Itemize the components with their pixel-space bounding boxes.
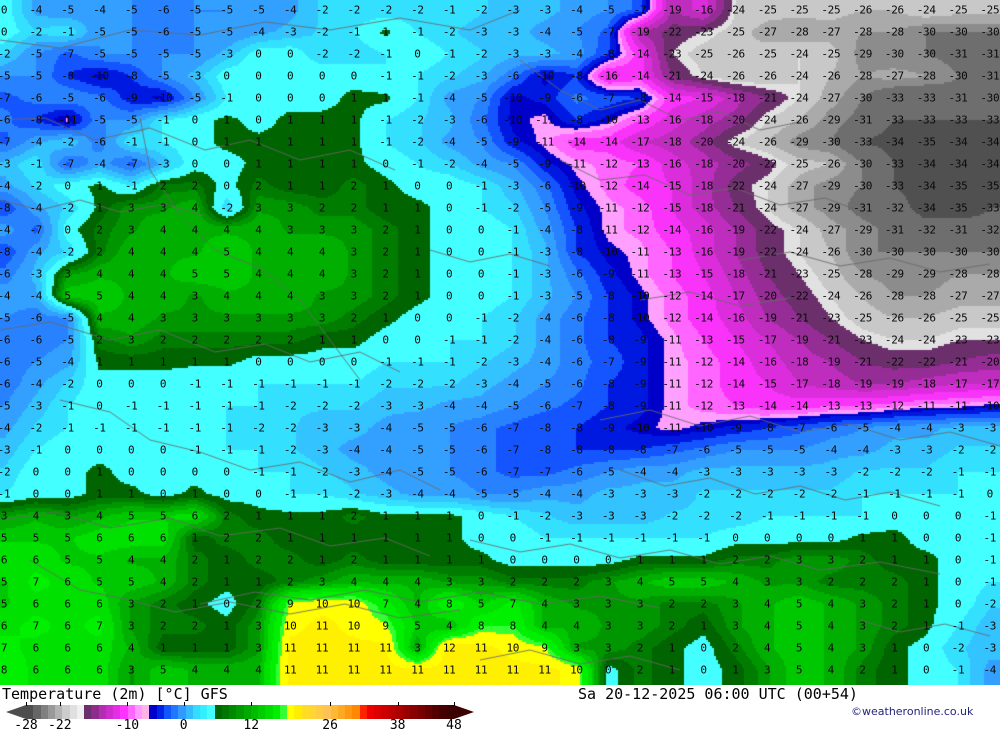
colorbar-swatch — [403, 705, 411, 719]
colorbar-swatch — [113, 705, 121, 719]
colorbar-swatch — [236, 705, 244, 719]
colorbar-swatch — [98, 705, 106, 719]
colorbar-swatch — [381, 705, 389, 719]
colorbar-swatch — [33, 705, 41, 719]
colorbar-swatch — [40, 705, 48, 719]
colorbar-swatch — [192, 705, 200, 719]
temperature-colorbar[interactable]: -28 -22 -10 0 12 26 38 48 — [0, 702, 480, 733]
colorbar-swatch — [265, 705, 273, 719]
colorbar-tick-labels: -28 -22 -10 0 12 26 38 48 — [0, 719, 480, 733]
colorbar-swatch — [243, 705, 251, 719]
colorbar-tick-label: 0 — [179, 718, 188, 733]
colorbar-swatch — [287, 705, 295, 719]
colorbar-swatch — [424, 705, 432, 719]
model-run-timestamp: Sa 20-12-2025 06:00 UTC (00+54) — [578, 685, 858, 703]
colorbar-swatch — [26, 705, 34, 719]
colorbar-swatch — [178, 705, 186, 719]
colorbar-swatch — [214, 705, 222, 719]
colorbar-swatch — [134, 705, 142, 719]
temperature-map[interactable]: 0 -4 -5 -4 -5 -6 -5 -5 -5 -4 -2 -2 -2 -2 -1 -2 -3 -3 -4 -5-… — [0, 0, 1000, 685]
colorbar-swatch — [258, 705, 266, 719]
colorbar-swatch — [337, 705, 345, 719]
colorbar-swatch — [323, 705, 331, 719]
colorbar-tick — [397, 702, 399, 706]
copyright-notice: ©weatheronline.co.uk — [851, 705, 974, 718]
colorbar-swatch — [185, 705, 193, 719]
colorbar-tick — [454, 702, 455, 706]
colorbar-swatch — [105, 705, 113, 719]
colorbar-min-arrow-icon — [6, 705, 26, 719]
colorbar-swatch — [250, 705, 258, 719]
colorbar-swatch — [91, 705, 99, 719]
colorbar-swatch — [62, 705, 70, 719]
colorbar-tick — [127, 702, 129, 706]
colorbar-swatch — [374, 705, 382, 719]
colorbar-swatch — [432, 705, 440, 719]
map-footer: Temperature (2m) [°C] GFS Sa 20-12-2025 … — [0, 685, 1000, 733]
colorbar-tick — [330, 702, 332, 706]
legend-title: Temperature (2m) [°C] GFS — [2, 685, 228, 703]
colorbar-swatch — [69, 705, 77, 719]
colorbar-tick-label: 38 — [389, 718, 406, 733]
colorbar-swatch — [200, 705, 208, 719]
colorbar-swatch — [163, 705, 171, 719]
colorbar-swatch — [279, 705, 287, 719]
colorbar-max-arrow-icon — [454, 705, 474, 719]
colorbar-swatch — [221, 705, 229, 719]
colorbar-tick — [183, 702, 185, 706]
colorbar-swatch — [156, 705, 164, 719]
colorbar-swatch — [55, 705, 63, 719]
colorbar-tick — [59, 702, 61, 706]
colorbar-tick-label: 26 — [322, 718, 338, 733]
colorbar-swatch — [207, 705, 215, 719]
colorbar-swatch — [84, 705, 92, 719]
colorbar-tick-label: -10 — [115, 718, 140, 733]
colorbar-swatch — [446, 705, 454, 719]
colorbar-swatch — [388, 705, 396, 719]
colorbar-tick-label: -28 — [14, 718, 38, 733]
colorbar-swatch — [410, 705, 418, 719]
colorbar-swatch — [120, 705, 128, 719]
colorbar-tick-label: 12 — [243, 718, 260, 733]
colorbar-swatch — [149, 705, 157, 719]
colorbar-swatch — [359, 705, 367, 719]
temperature-field-canvas — [0, 0, 1000, 685]
colorbar-swatch — [229, 705, 237, 719]
colorbar-swatch — [272, 705, 280, 719]
colorbar-swatch — [352, 705, 360, 719]
colorbar-tick — [251, 702, 253, 706]
colorbar-tick — [26, 702, 27, 706]
colorbar-swatch — [316, 705, 324, 719]
colorbar-swatch — [47, 705, 55, 719]
colorbar-swatch — [417, 705, 425, 719]
colorbar-swatch — [395, 705, 403, 719]
colorbar-swatch — [76, 705, 84, 719]
colorbar-swatch — [301, 705, 309, 719]
colorbar-swatch — [308, 705, 316, 719]
colorbar-swatch — [345, 705, 353, 719]
colorbar-swatch — [439, 705, 447, 719]
colorbar-swatch — [330, 705, 338, 719]
colorbar-tick-label: -22 — [48, 718, 72, 733]
colorbar-tick-label: 48 — [446, 718, 462, 733]
colorbar-swatches — [26, 705, 454, 719]
colorbar-swatch — [127, 705, 135, 719]
colorbar-swatch — [366, 705, 374, 719]
colorbar-swatch — [171, 705, 179, 719]
colorbar-swatch — [294, 705, 302, 719]
colorbar-swatch — [142, 705, 150, 719]
